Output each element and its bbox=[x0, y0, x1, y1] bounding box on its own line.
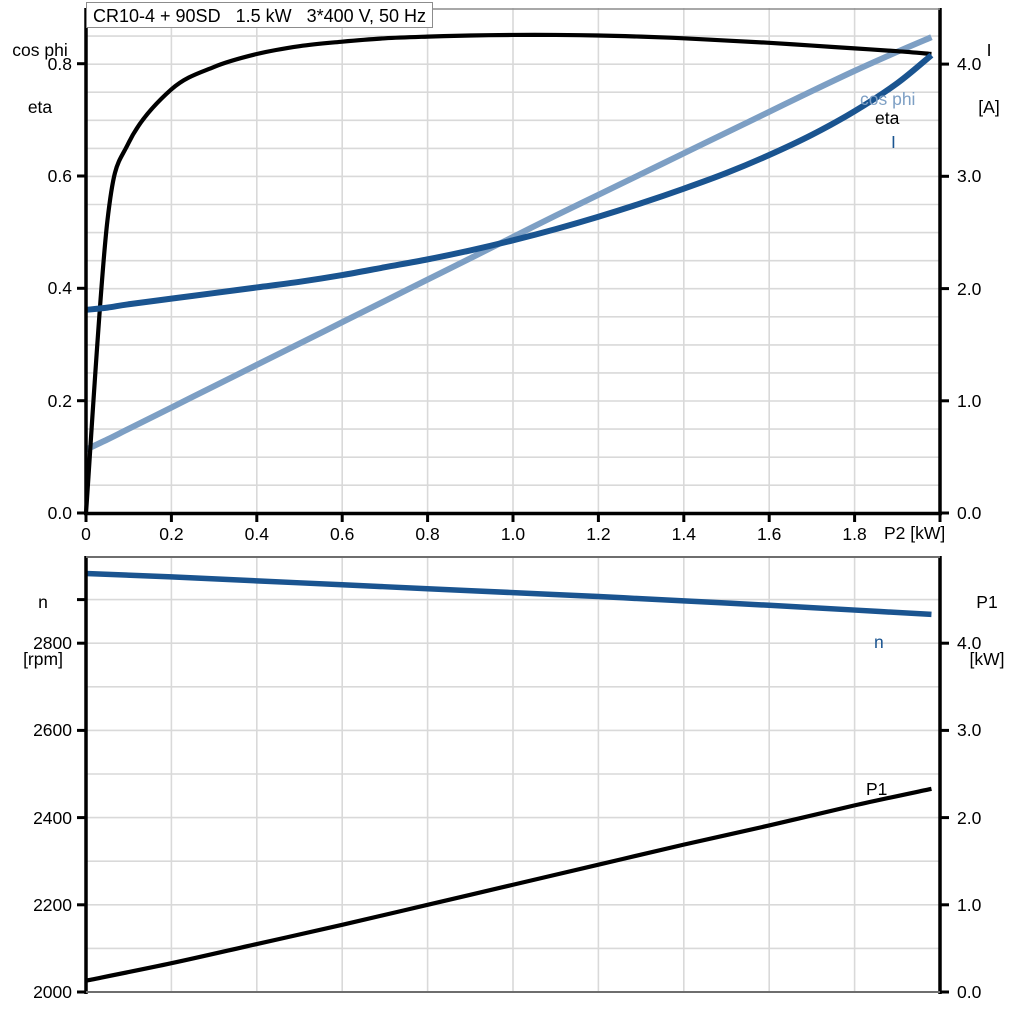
top-x-tick-9: 1.8 bbox=[842, 524, 867, 544]
bottom-left-tick-4: 2800 bbox=[33, 633, 72, 654]
top-x-tick-5: 1.0 bbox=[500, 524, 526, 544]
bottom-left-tick-3: 2600 bbox=[33, 720, 72, 741]
top-x-ticks bbox=[84, 513, 942, 522]
speed-curve bbox=[85, 570, 932, 618]
top-right-axis-caption: I [A] bbox=[960, 2, 1018, 156]
top-x-tick-8: 1.6 bbox=[757, 524, 782, 544]
bottom-right-tick-0: 0.0 bbox=[957, 982, 982, 1002]
bottom-right-axis-caption-line2: [kW] bbox=[969, 649, 1005, 670]
top-x-tick-7: 1.4 bbox=[671, 524, 696, 544]
bottom-left-tick-2: 2400 bbox=[33, 807, 72, 828]
top-left-axis-caption: cos phi eta bbox=[0, 2, 80, 156]
bottom-right-axis-caption: P1 [kW] bbox=[955, 554, 1019, 708]
top-right-tick-0: 0.0 bbox=[957, 503, 982, 523]
bottom-chart-graphic bbox=[77, 556, 949, 994]
bottom-grid-vertical bbox=[170, 556, 856, 992]
bottom-right-tick-4: 4.0 bbox=[957, 633, 982, 654]
eta-curve-label: eta bbox=[875, 108, 900, 128]
top-right-tick-3: 3.0 bbox=[957, 166, 982, 187]
chart-title-box: CR10-4 + 90SD 1.5 kW 3*400 V, 50 Hz bbox=[86, 2, 434, 28]
bottom-left-axis-caption-line2: [rpm] bbox=[23, 649, 63, 670]
p1-curve-label: P1 bbox=[866, 779, 888, 799]
top-left-major-ticks bbox=[77, 62, 86, 515]
bottom-left-tick-0: 2000 bbox=[33, 982, 72, 1002]
top-right-axis-caption-line1: I bbox=[986, 39, 992, 60]
top-left-axis-caption-line1: cos phi bbox=[12, 39, 68, 60]
bottom-right-tick-3: 3.0 bbox=[957, 720, 982, 741]
top-x-tick-2: 0.4 bbox=[244, 524, 269, 544]
top-x-tick-1: 0.2 bbox=[159, 524, 184, 544]
top-x-tick-0: 0 bbox=[81, 524, 91, 544]
top-x-tick-6: 1.2 bbox=[586, 524, 611, 544]
top-left-axis-caption-line2: eta bbox=[27, 97, 53, 118]
top-x-axis-caption: P2 [kW] bbox=[884, 523, 946, 543]
bottom-right-major-ticks bbox=[940, 641, 949, 994]
top-x-tick-4: 0.8 bbox=[415, 524, 440, 544]
top-right-tick-4: 4.0 bbox=[957, 54, 982, 75]
top-x-tick-3: 0.6 bbox=[330, 524, 355, 544]
top-right-tick-2: 2.0 bbox=[957, 278, 982, 299]
eta-curve bbox=[83, 32, 932, 514]
top-chart-graphic bbox=[77, 8, 949, 522]
cos-phi-curve-label: cos phi bbox=[860, 89, 916, 109]
top-left-tick-0: 0.0 bbox=[47, 503, 72, 523]
p1-curve bbox=[85, 786, 932, 983]
bottom-right-tick-2: 2.0 bbox=[957, 807, 982, 828]
bottom-left-major-ticks bbox=[77, 598, 86, 994]
bottom-right-axis-caption-line1: P1 bbox=[976, 591, 998, 612]
top-left-tick-1: 0.2 bbox=[47, 390, 72, 411]
current-curve bbox=[85, 52, 934, 313]
bottom-left-axis-caption: n [rpm] bbox=[6, 554, 80, 708]
bottom-left-tick-1: 2200 bbox=[33, 894, 72, 915]
top-left-tick-4: 0.8 bbox=[47, 53, 72, 74]
top-right-axis-caption-line2: [A] bbox=[978, 97, 1000, 118]
speed-curve-label: n bbox=[874, 632, 884, 652]
bottom-right-tick-1: 1.0 bbox=[957, 894, 982, 915]
bottom-left-axis-caption-line1: n bbox=[38, 591, 48, 612]
top-left-tick-2: 0.4 bbox=[47, 278, 72, 299]
bottom-chart-panel: n [rpm] P1 [kW] 2000 2200 2400 2600 2800… bbox=[0, 548, 1024, 1024]
top-chart-panel: CR10-4 + 90SD 1.5 kW 3*400 V, 50 Hz cos … bbox=[0, 2, 1018, 544]
current-curve-label: I bbox=[891, 132, 896, 152]
top-left-tick-3: 0.6 bbox=[47, 166, 72, 186]
top-right-tick-1: 1.0 bbox=[957, 390, 982, 411]
